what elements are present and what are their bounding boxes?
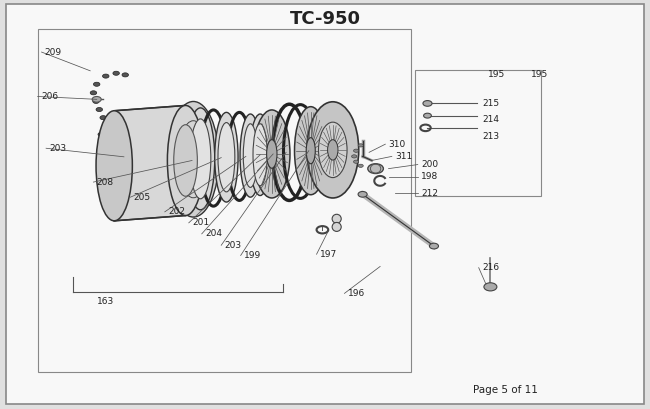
Circle shape [354, 149, 359, 152]
Text: 201: 201 [192, 218, 209, 227]
Text: 196: 196 [348, 289, 365, 298]
Ellipse shape [174, 125, 198, 196]
Circle shape [358, 191, 367, 197]
Text: 204: 204 [205, 229, 222, 238]
Ellipse shape [168, 101, 219, 217]
Circle shape [98, 133, 105, 137]
Text: 202: 202 [168, 207, 185, 216]
Ellipse shape [240, 114, 261, 197]
Circle shape [92, 97, 101, 102]
Text: 195: 195 [488, 70, 506, 79]
Ellipse shape [250, 114, 270, 196]
Circle shape [93, 99, 99, 103]
FancyBboxPatch shape [38, 29, 411, 372]
Circle shape [94, 82, 100, 86]
Text: 200: 200 [421, 160, 438, 169]
Circle shape [122, 73, 129, 77]
Circle shape [103, 124, 109, 128]
FancyBboxPatch shape [6, 4, 644, 404]
Polygon shape [114, 106, 185, 221]
Text: TC-950: TC-950 [289, 10, 361, 28]
Ellipse shape [266, 140, 277, 168]
Text: 214: 214 [482, 115, 499, 124]
Ellipse shape [332, 222, 341, 231]
Ellipse shape [253, 124, 267, 186]
Ellipse shape [214, 112, 238, 202]
Text: 213: 213 [482, 132, 499, 141]
Ellipse shape [254, 110, 290, 198]
Ellipse shape [306, 138, 315, 164]
Circle shape [358, 164, 363, 167]
Text: 205: 205 [134, 193, 151, 202]
Text: 208: 208 [97, 178, 114, 187]
Circle shape [103, 74, 109, 78]
Circle shape [354, 160, 359, 163]
Ellipse shape [96, 111, 133, 221]
Ellipse shape [168, 106, 203, 216]
Ellipse shape [186, 108, 214, 210]
Text: Page 5 of 11: Page 5 of 11 [473, 385, 538, 395]
Text: 198: 198 [421, 172, 438, 181]
Circle shape [90, 91, 97, 95]
Circle shape [484, 283, 497, 291]
Text: 310: 310 [389, 140, 406, 149]
Text: 206: 206 [41, 92, 58, 101]
Circle shape [352, 155, 357, 158]
Circle shape [96, 108, 103, 112]
Text: 163: 163 [97, 297, 114, 306]
Text: 203: 203 [224, 241, 242, 250]
Text: 209: 209 [45, 47, 62, 56]
Circle shape [430, 243, 439, 249]
Text: 212: 212 [421, 189, 438, 198]
Ellipse shape [218, 123, 235, 192]
Ellipse shape [332, 214, 341, 223]
FancyBboxPatch shape [415, 70, 541, 196]
Text: 215: 215 [482, 99, 499, 108]
Circle shape [368, 164, 384, 173]
Circle shape [100, 116, 107, 120]
Ellipse shape [328, 140, 338, 160]
Circle shape [113, 71, 120, 75]
Text: 199: 199 [244, 251, 261, 260]
Circle shape [358, 144, 363, 147]
Ellipse shape [190, 119, 211, 199]
Text: 203: 203 [49, 144, 66, 153]
Ellipse shape [307, 102, 359, 198]
Text: 195: 195 [531, 70, 549, 79]
Text: 216: 216 [482, 263, 499, 272]
Ellipse shape [294, 107, 327, 195]
Text: 311: 311 [395, 152, 412, 161]
Ellipse shape [243, 124, 257, 187]
Text: 197: 197 [320, 250, 337, 259]
Ellipse shape [318, 122, 347, 178]
Circle shape [423, 101, 432, 106]
Circle shape [424, 113, 432, 118]
